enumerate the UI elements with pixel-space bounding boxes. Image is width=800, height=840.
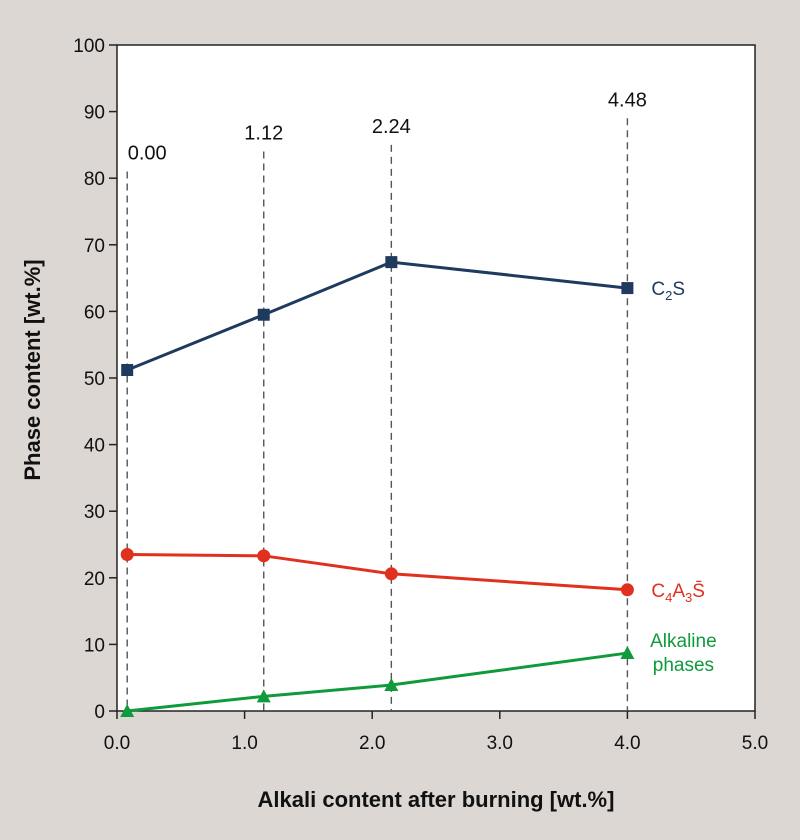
series-label-part: C [651, 581, 665, 602]
data-point-square [257, 308, 270, 321]
y-tick-label: 20 [84, 569, 105, 590]
y-tick-label: 10 [84, 635, 105, 656]
y-tick-label: 80 [84, 169, 105, 190]
y-tick-label: 70 [84, 236, 105, 257]
series-label: C4A3S̄ [651, 581, 705, 605]
data-point-triangle [256, 689, 271, 703]
axes: 0 10 20 30 40 50 60 70 80 90 100 0.0 1.0 2.0 3.0 4.0 5.0 [73, 36, 768, 754]
data-point-triangle [120, 704, 135, 717]
data-point-triangle [620, 646, 635, 660]
x-axis-title: Alkali content after burning [wt.%] [258, 787, 615, 812]
x-tick-label: 1.0 [231, 733, 257, 754]
series-line [127, 552, 628, 592]
reference-line-label: 2.24 [372, 116, 411, 138]
data-point-square [385, 256, 398, 269]
series-label-line: phases [653, 655, 714, 676]
x-tick-label: 3.0 [487, 733, 513, 754]
series-label-part: 2 [665, 288, 672, 303]
x-tick-label: 4.0 [614, 733, 640, 754]
x-tick-label: 5.0 [742, 733, 768, 754]
reference-line-label: 4.48 [608, 89, 647, 111]
data-point-square [121, 364, 134, 377]
data-point-square [621, 282, 634, 295]
x-tick-label: 2.0 [359, 733, 385, 754]
data-point-circle [257, 549, 271, 563]
series-label-part: 3 [685, 590, 692, 605]
y-tick-label: 90 [84, 103, 105, 124]
plot-area [116, 44, 756, 712]
series-label-part: S [672, 279, 685, 300]
y-tick-label: 30 [84, 502, 105, 523]
data-point-circle [384, 567, 398, 581]
series-line [127, 651, 628, 713]
y-tick-label: 50 [84, 369, 105, 390]
data-point-circle [620, 583, 634, 597]
y-axis-title: Phase content [wt.%] [20, 259, 45, 480]
x-tick-label: 0.0 [104, 733, 130, 754]
reference-line-label: 1.12 [244, 123, 283, 145]
reference-line-label: 0.00 [128, 143, 167, 165]
series-label-part: A [672, 581, 685, 602]
series-label: C2S [651, 279, 685, 303]
series-label-line: Alkaline [650, 631, 717, 652]
y-tick-label: 60 [84, 302, 105, 323]
series-line [126, 260, 628, 372]
series-label-part: S̄ [692, 581, 705, 602]
reference-lines: 0.00 1.12 2.24 4.48 [126, 89, 647, 711]
data-point-circle [120, 547, 134, 561]
series-label-part: 4 [665, 590, 672, 605]
y-tick-label: 100 [73, 36, 105, 57]
series [120, 256, 635, 717]
y-tick-label: 40 [84, 436, 105, 457]
y-tick-label: 0 [94, 702, 105, 723]
data-point-triangle [384, 678, 399, 692]
series-label-part: C [651, 279, 665, 300]
